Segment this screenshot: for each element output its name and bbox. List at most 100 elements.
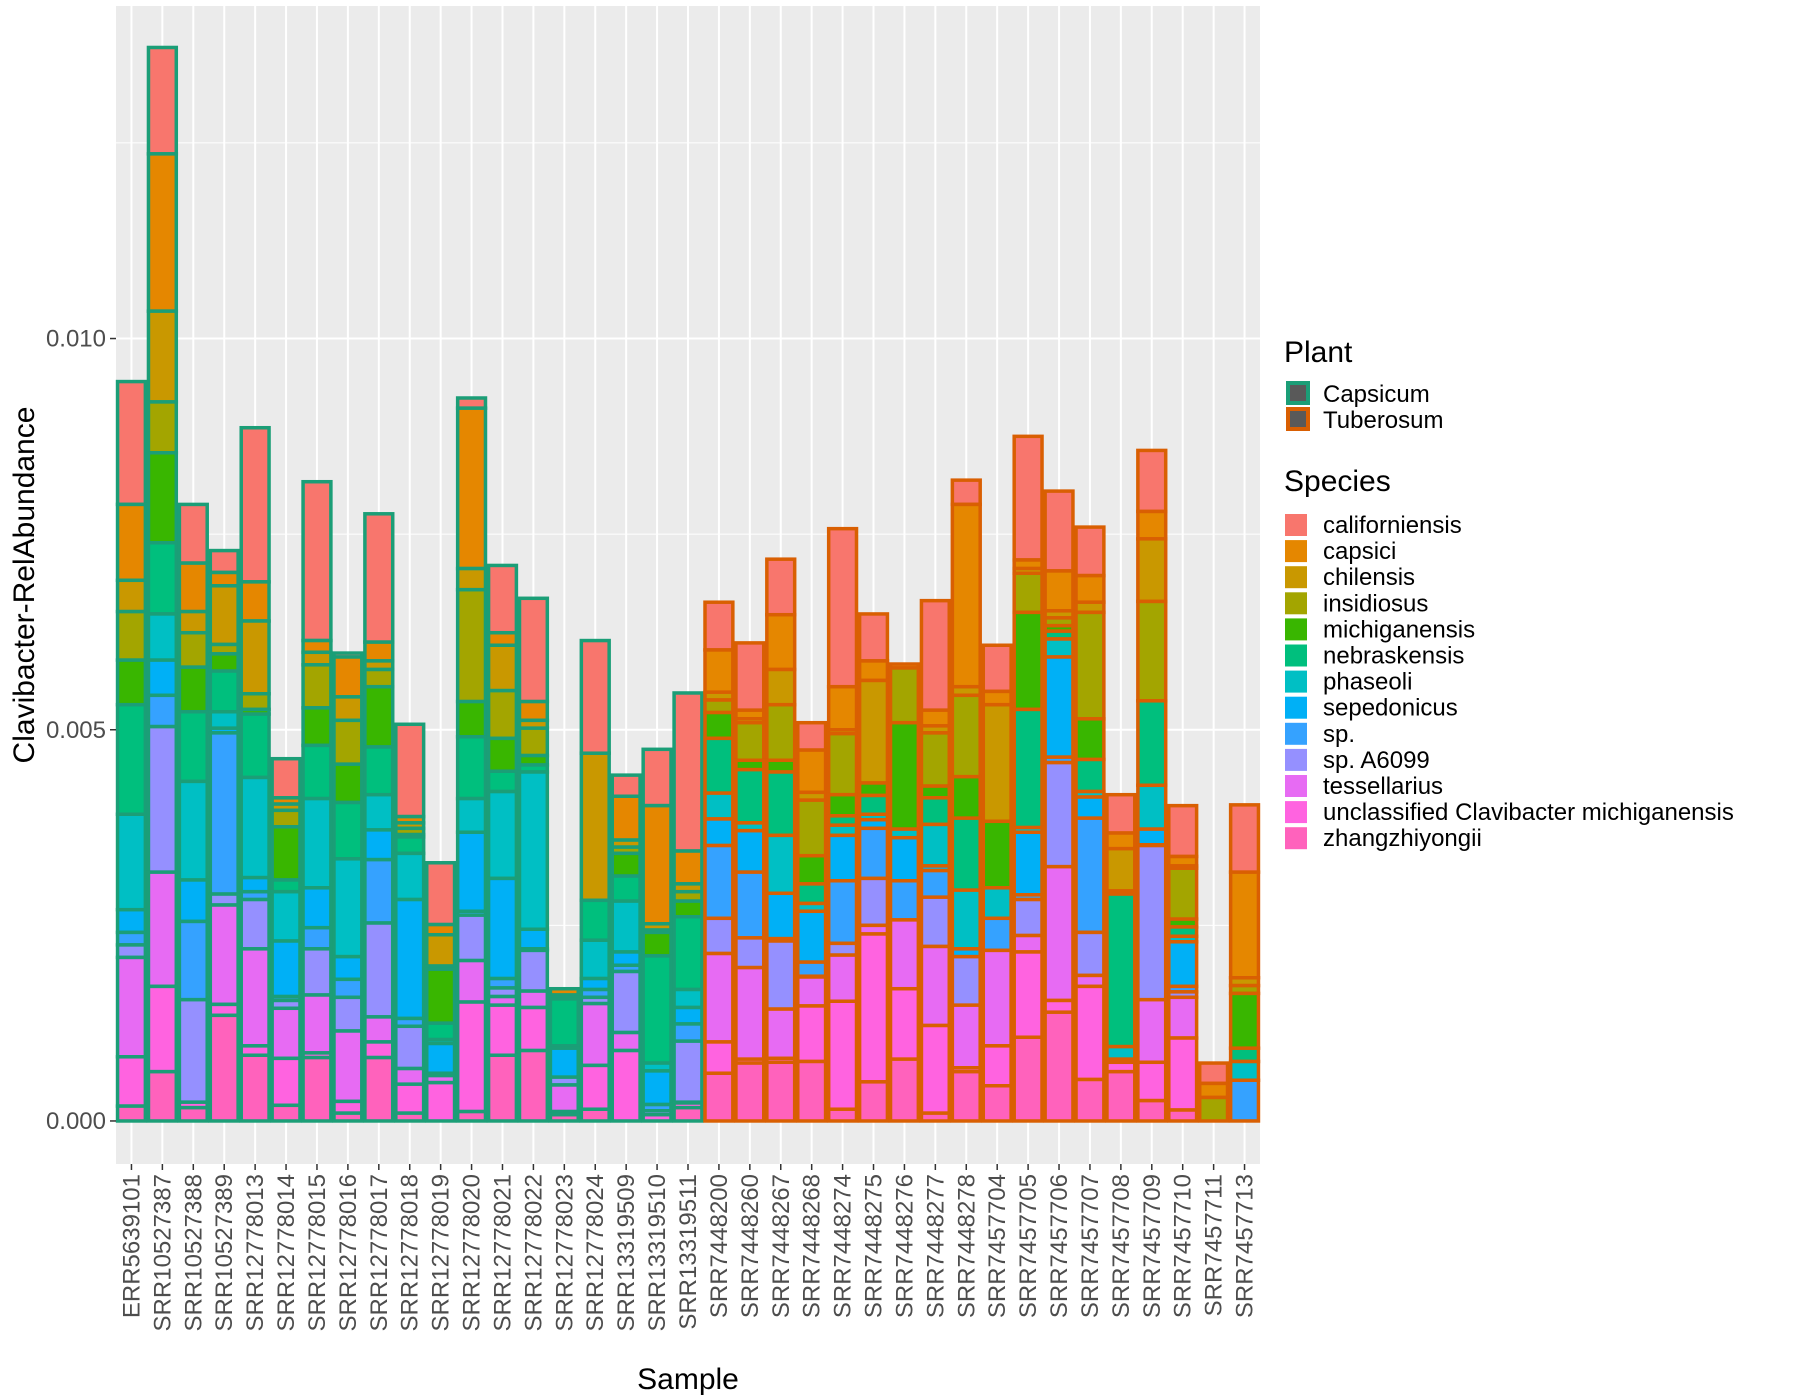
bar-segment <box>857 612 890 663</box>
bar-segment <box>765 891 797 941</box>
x-tick-label: SRR12778020 <box>459 1174 486 1331</box>
bar-segment <box>1228 991 1261 1050</box>
bar-segment <box>765 939 797 1011</box>
bar-segment <box>239 425 271 584</box>
bar-stack <box>672 691 704 1123</box>
bar-segment <box>517 948 550 993</box>
bar-stack <box>1228 803 1261 1123</box>
bar-stack <box>239 425 271 1123</box>
bar-segment <box>208 652 240 673</box>
bar-stack <box>270 756 302 1123</box>
bar-segment <box>857 678 890 785</box>
species-legend-key <box>1285 566 1307 589</box>
bar-segment <box>363 921 395 1019</box>
bar-segment <box>950 1003 982 1070</box>
bar-stack <box>579 638 611 1123</box>
bar-segment <box>765 833 797 896</box>
bar-stack <box>177 502 209 1123</box>
bar-segment <box>950 774 982 820</box>
bar-segment <box>301 947 333 997</box>
bar-segment <box>610 950 642 968</box>
bar-segment <box>301 993 333 1055</box>
bar-segment <box>424 1080 457 1123</box>
species-legend-key <box>1285 540 1307 563</box>
bar-segment <box>332 1111 364 1123</box>
bar-stack <box>796 720 828 1123</box>
bar-segment <box>981 1084 1013 1123</box>
legend-item-species: sp. A6099 <box>1285 747 1430 774</box>
bar-segment <box>115 658 148 707</box>
bar-segment <box>950 816 982 892</box>
bar-segment <box>424 1041 457 1075</box>
bar-segment <box>424 932 457 968</box>
bar-segment <box>332 655 364 699</box>
x-tick-label: SRR12778019 <box>428 1174 455 1331</box>
bar-segment <box>301 479 333 643</box>
bar-segment <box>1043 760 1075 869</box>
bar-segment <box>579 638 611 755</box>
bar-segment <box>610 969 642 1035</box>
bar-segment <box>486 736 519 773</box>
bar-segment <box>1012 434 1044 562</box>
bar-segment <box>1136 599 1168 703</box>
bar-segment <box>424 1021 457 1042</box>
bar-segment <box>1167 866 1199 921</box>
y-axis-title: Clavibacter-RelAbundance <box>8 407 41 764</box>
bar-segment <box>919 944 952 1028</box>
bar-segment <box>826 953 859 1004</box>
bar-segment <box>115 502 148 583</box>
x-tick-label: SRR7448268 <box>799 1174 826 1318</box>
bar-stack <box>332 651 364 1123</box>
bar-segment <box>1074 757 1106 794</box>
bar-segment <box>765 557 797 617</box>
bar-segment <box>1105 1044 1137 1061</box>
bar-segment <box>888 720 921 831</box>
x-tick-label: SRR7457706 <box>1046 1174 1073 1318</box>
x-tick-label: SRR7448274 <box>830 1174 857 1318</box>
bar-segment <box>1167 1036 1199 1112</box>
bar-segment <box>981 819 1013 890</box>
bar-segment <box>734 720 766 763</box>
bar-segment <box>332 977 364 1000</box>
bar-segment <box>888 1057 921 1123</box>
bar-segment <box>857 659 890 683</box>
x-axis: ERR5639101 SRR10527387 SRR10527388 SRR10527… <box>118 1164 1259 1331</box>
bar-segment <box>1043 569 1075 613</box>
bar-segment <box>672 899 704 919</box>
bar-segment <box>455 699 488 739</box>
bar-segment <box>1105 792 1137 835</box>
bar-segment <box>1012 950 1044 1039</box>
bar-segment <box>1136 843 1168 1002</box>
bar-segment <box>548 997 580 1048</box>
bar-segment <box>703 1040 735 1075</box>
bar-segment <box>765 702 797 763</box>
species-legend-key <box>1285 722 1307 745</box>
bar-segment <box>239 875 271 894</box>
bar-segment <box>239 1053 271 1123</box>
bar-stack <box>826 526 859 1123</box>
bar-segment <box>765 1007 797 1061</box>
bar-segment <box>424 967 457 1025</box>
bar-segment <box>146 984 179 1074</box>
bar-segment <box>796 798 828 858</box>
x-tick-label: ERR5639101 <box>118 1174 145 1318</box>
bar-stack <box>1074 525 1106 1123</box>
bar-segment <box>301 1055 333 1123</box>
x-tick-label: SRR7457705 <box>1015 1174 1042 1318</box>
bar-segment <box>301 796 333 890</box>
bar-segment <box>1105 831 1137 851</box>
bar-segment <box>734 1061 766 1123</box>
bar-segment <box>579 898 611 942</box>
legend-item-species: unclassified Clavibacter michiganensis <box>1285 799 1734 826</box>
bar-segment <box>1074 573 1106 604</box>
bar-stack <box>919 598 952 1123</box>
bar-stack <box>1136 448 1168 1123</box>
bar-segment <box>765 770 797 838</box>
bar-segment <box>270 878 302 894</box>
species-legend-title: Species <box>1284 465 1391 498</box>
species-legend-key <box>1285 827 1307 850</box>
bar-segment <box>1167 1108 1199 1123</box>
bar-segment <box>796 853 828 886</box>
bar-segment <box>115 1104 148 1123</box>
bar-segment <box>363 1040 395 1060</box>
